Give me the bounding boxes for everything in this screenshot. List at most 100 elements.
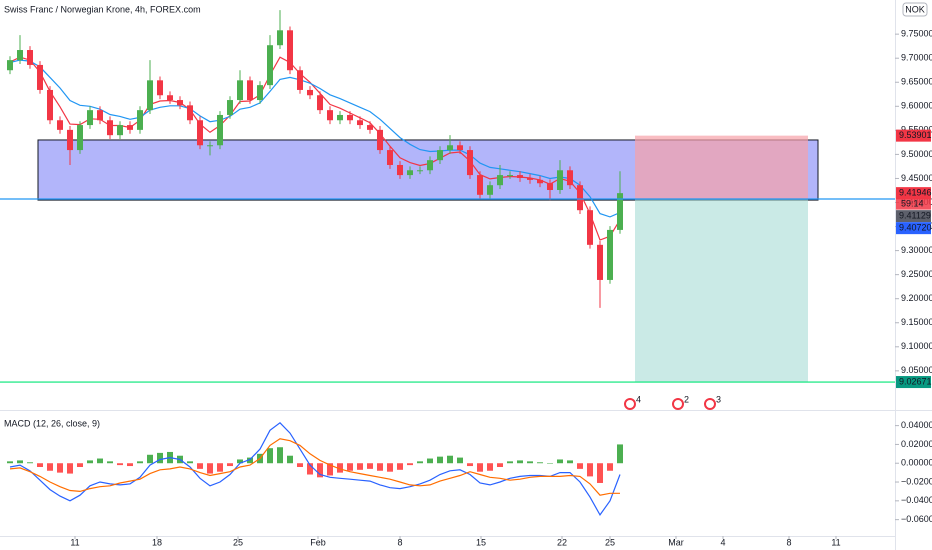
histogram-bar — [537, 462, 543, 464]
histogram-bar — [617, 444, 623, 464]
histogram-bar — [347, 463, 353, 471]
price-tag-label: 9.02671 — [899, 376, 932, 386]
candle-body — [387, 150, 393, 165]
histogram-bar — [357, 463, 363, 470]
histogram-bar — [227, 463, 233, 467]
histogram-bar — [7, 461, 13, 464]
histogram-bar — [17, 460, 23, 464]
candle-body — [117, 125, 123, 136]
x-tick-label: 8 — [397, 537, 402, 547]
candle-body — [187, 105, 193, 121]
candle-body — [427, 160, 433, 171]
candle-body — [277, 30, 283, 46]
y-tick-label: 9.05000 — [901, 365, 932, 375]
histogram-bar — [447, 455, 453, 464]
x-tick-label: 25 — [605, 537, 615, 547]
histogram-bar — [117, 463, 123, 466]
histogram-bar — [247, 457, 253, 464]
price-tag-label: 9.41946 — [899, 188, 932, 198]
y-tick-label: 9.75000 — [901, 29, 932, 39]
histogram-bar — [457, 457, 463, 464]
candle-body — [537, 179, 543, 184]
candle-body — [17, 50, 23, 61]
candle-body — [347, 114, 353, 121]
histogram-bar — [327, 463, 333, 476]
histogram-bar — [57, 463, 63, 473]
histogram-bar — [427, 458, 433, 464]
candle-body — [297, 70, 303, 90]
histogram-bar — [307, 463, 313, 475]
histogram-bar — [157, 452, 163, 464]
candle-body — [517, 175, 523, 178]
candle-body — [557, 170, 563, 190]
candle-body — [337, 114, 343, 121]
candle-body — [247, 80, 253, 101]
x-tick-label: 25 — [233, 537, 243, 547]
candle-body — [147, 80, 153, 111]
histogram-bar — [527, 461, 533, 464]
histogram-bar — [437, 456, 443, 464]
moving-average-line — [9, 59, 621, 218]
countdown-tag — [896, 198, 931, 210]
y-tick-label: 9.20000 — [901, 293, 932, 303]
candle-body — [407, 170, 413, 176]
candle-body — [547, 183, 553, 190]
histogram-bar — [277, 447, 283, 464]
histogram-bar — [297, 463, 303, 467]
histogram-bar — [37, 463, 43, 467]
event-count: 4 — [636, 394, 641, 404]
candle-body — [447, 145, 453, 151]
histogram-bar — [497, 463, 503, 467]
histogram-bar — [237, 459, 243, 464]
candle-body — [27, 50, 33, 65]
histogram-bar — [147, 454, 153, 464]
price-tag — [896, 222, 931, 235]
histogram-bar — [597, 463, 603, 483]
candle-body — [397, 164, 403, 176]
event-count: 3 — [716, 394, 721, 404]
x-tick-label: Feb — [310, 537, 326, 547]
x-tick-label: 11 — [70, 537, 79, 547]
y-tick-label: 9.15000 — [901, 317, 932, 327]
currency-label: NOK — [905, 4, 925, 14]
candle-body — [377, 129, 383, 151]
candle-body — [357, 120, 363, 126]
price-tag — [896, 210, 931, 223]
histogram-bar — [587, 463, 593, 477]
y-tick-label: −0.02000 — [901, 476, 932, 486]
y-tick-label: 9.65000 — [901, 77, 932, 87]
y-tick-label: 9.30000 — [901, 245, 932, 255]
histogram-bar — [517, 460, 523, 464]
candle-body — [7, 60, 13, 71]
price-tag-label: 9.40720 — [899, 223, 932, 233]
candle-body — [287, 30, 293, 71]
x-tick-label: 18 — [152, 537, 162, 547]
histogram-bar — [337, 463, 343, 473]
histogram-bar — [507, 461, 513, 464]
histogram-bar — [567, 460, 573, 464]
histogram-bar — [77, 463, 83, 467]
histogram-bar — [377, 463, 383, 471]
histogram-bar — [477, 463, 483, 472]
histogram-bar — [97, 458, 103, 464]
candle-body — [607, 229, 613, 280]
histogram-bar — [317, 463, 323, 478]
candle-body — [307, 89, 313, 96]
histogram-bar — [287, 455, 293, 464]
candle-body — [267, 45, 273, 86]
candle-body — [197, 120, 203, 146]
y-tick-label: 9.10000 — [901, 341, 932, 351]
candle-body — [217, 114, 223, 146]
y-tick-label: 0.00000 — [901, 458, 932, 468]
histogram-bar — [127, 463, 133, 467]
histogram-bar — [487, 463, 493, 471]
y-tick-label: −0.04000 — [901, 495, 932, 505]
histogram-bar — [557, 459, 563, 464]
currency-badge[interactable] — [902, 2, 928, 17]
x-tick-label: 15 — [476, 537, 486, 547]
event-icon — [624, 398, 636, 410]
price-tag — [896, 129, 931, 142]
histogram-bar — [67, 463, 73, 474]
histogram-bar — [87, 460, 93, 464]
histogram-bar — [577, 463, 583, 469]
